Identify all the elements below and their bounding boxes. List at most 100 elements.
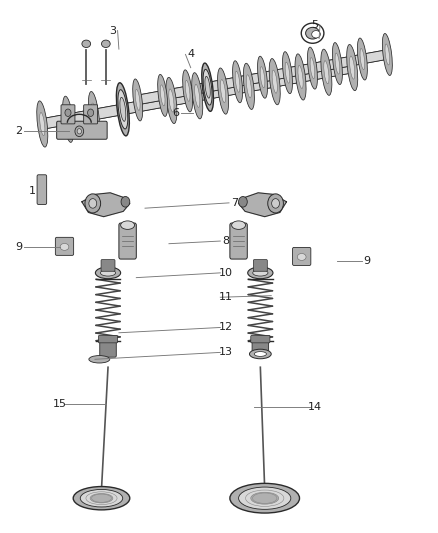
Ellipse shape [360,49,365,69]
Ellipse shape [350,56,355,79]
Ellipse shape [230,483,300,513]
Text: 6: 6 [172,108,179,118]
Ellipse shape [283,52,293,94]
Ellipse shape [80,489,123,507]
Polygon shape [82,193,130,216]
Ellipse shape [166,77,177,124]
FancyBboxPatch shape [100,339,116,357]
Ellipse shape [102,40,110,47]
Ellipse shape [92,103,96,126]
Ellipse shape [220,79,226,103]
Ellipse shape [63,96,74,142]
Ellipse shape [260,67,265,88]
Ellipse shape [120,98,126,122]
Circle shape [272,199,279,208]
Ellipse shape [117,83,129,136]
Ellipse shape [295,54,306,100]
Ellipse shape [160,85,165,106]
Ellipse shape [118,90,128,129]
FancyBboxPatch shape [55,237,74,255]
Polygon shape [239,193,286,216]
Ellipse shape [169,89,174,112]
Ellipse shape [335,53,340,74]
Ellipse shape [82,40,91,47]
Ellipse shape [233,61,243,103]
Ellipse shape [269,59,280,105]
Text: 9: 9 [15,242,22,252]
Circle shape [268,194,283,213]
Polygon shape [137,50,388,104]
Ellipse shape [66,108,71,131]
Text: 12: 12 [219,322,233,333]
FancyBboxPatch shape [252,339,268,357]
Ellipse shape [298,66,303,88]
Ellipse shape [307,47,318,89]
Circle shape [75,126,84,136]
Circle shape [88,109,94,116]
Text: 8: 8 [222,236,229,246]
FancyBboxPatch shape [251,335,270,343]
Ellipse shape [253,270,268,276]
Ellipse shape [272,70,277,93]
Text: 15: 15 [53,399,67,409]
Ellipse shape [89,356,110,363]
FancyBboxPatch shape [230,223,247,259]
Ellipse shape [73,487,130,510]
Ellipse shape [357,38,367,80]
Ellipse shape [95,267,120,279]
FancyBboxPatch shape [84,105,98,124]
Ellipse shape [88,92,99,138]
Text: 7: 7 [231,198,238,208]
Ellipse shape [133,79,143,121]
FancyBboxPatch shape [293,247,311,265]
Text: 1: 1 [28,186,35,196]
Ellipse shape [244,63,254,109]
Ellipse shape [254,352,266,357]
Circle shape [65,109,71,116]
FancyBboxPatch shape [101,260,115,271]
Ellipse shape [205,76,210,98]
Ellipse shape [312,30,321,38]
Ellipse shape [239,487,291,510]
Ellipse shape [194,84,200,107]
Text: 14: 14 [307,402,322,412]
Ellipse shape [183,70,193,112]
Ellipse shape [310,58,315,78]
Ellipse shape [248,267,273,279]
Text: 2: 2 [15,126,22,136]
Ellipse shape [185,80,190,101]
Polygon shape [42,62,353,129]
Ellipse shape [232,221,246,229]
Ellipse shape [382,34,392,76]
Circle shape [239,197,247,207]
Ellipse shape [60,244,69,251]
Ellipse shape [202,63,213,111]
Ellipse shape [306,27,320,39]
Text: 5: 5 [311,20,318,30]
Text: 10: 10 [219,268,233,278]
Ellipse shape [251,492,279,504]
Text: 4: 4 [187,50,194,59]
Ellipse shape [158,75,168,116]
FancyBboxPatch shape [57,121,107,139]
Ellipse shape [297,254,306,261]
FancyBboxPatch shape [253,260,267,271]
Ellipse shape [324,61,329,84]
FancyBboxPatch shape [99,335,117,343]
Ellipse shape [120,221,134,229]
Ellipse shape [40,112,45,135]
Ellipse shape [135,90,140,110]
Ellipse shape [235,71,240,92]
Ellipse shape [203,69,212,105]
Ellipse shape [90,494,113,503]
Ellipse shape [250,349,271,359]
Circle shape [121,197,130,207]
Circle shape [85,194,101,213]
Ellipse shape [285,62,290,83]
FancyBboxPatch shape [37,175,47,205]
Text: 3: 3 [109,26,116,36]
Ellipse shape [192,72,203,119]
Ellipse shape [258,56,268,98]
Ellipse shape [332,43,343,85]
Ellipse shape [218,68,229,114]
